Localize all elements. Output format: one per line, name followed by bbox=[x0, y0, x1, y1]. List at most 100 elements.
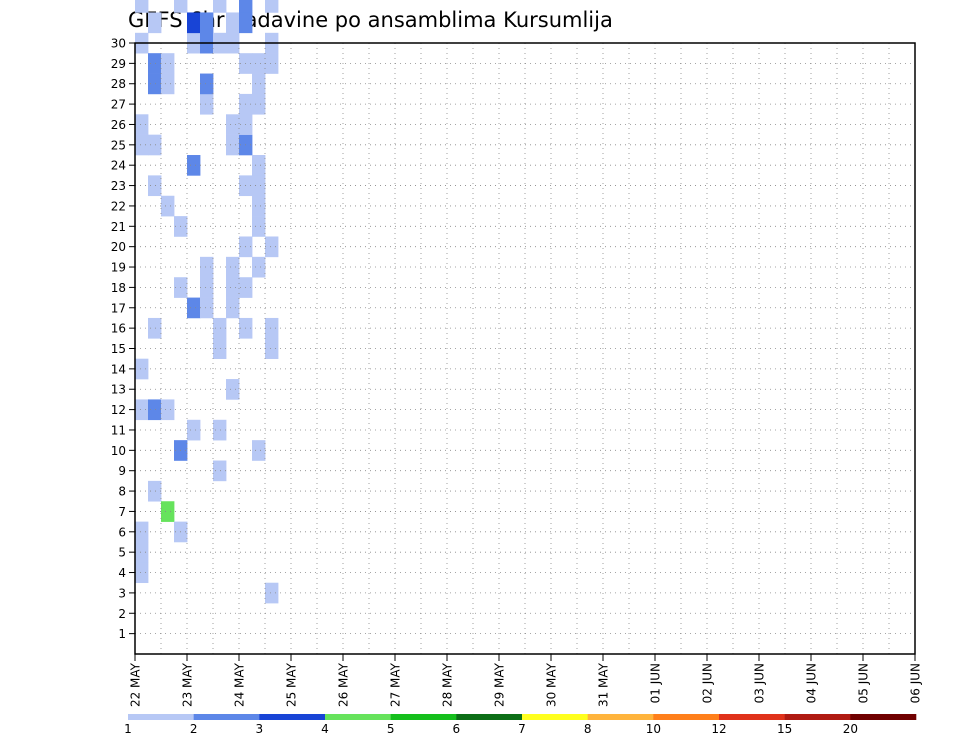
precip-cell bbox=[265, 317, 279, 339]
y-tick-label: 14 bbox=[111, 362, 126, 376]
precip-cell bbox=[148, 134, 162, 156]
precip-cell bbox=[161, 53, 175, 74]
precip-cell bbox=[226, 114, 240, 135]
precip-cell bbox=[239, 12, 253, 34]
grid-lines bbox=[135, 42, 915, 654]
precip-cell bbox=[187, 419, 201, 441]
precip-cell bbox=[239, 0, 253, 13]
precip-cell bbox=[213, 317, 227, 339]
precip-cell bbox=[148, 53, 162, 74]
precip-cell bbox=[135, 358, 149, 380]
y-tick-label: 28 bbox=[111, 77, 126, 91]
precip-cell bbox=[252, 155, 266, 176]
precip-cell bbox=[252, 53, 266, 74]
colorbar-segment bbox=[390, 714, 457, 720]
y-tick-label: 3 bbox=[118, 586, 126, 600]
x-tick-label: 03 JUN bbox=[753, 663, 767, 703]
precip-cell bbox=[200, 73, 214, 95]
x-tick-label: 26 MAY bbox=[337, 662, 351, 707]
y-tick-label: 11 bbox=[111, 423, 126, 437]
precip-cell bbox=[226, 134, 240, 156]
precip-cell bbox=[213, 419, 227, 441]
precip-cell bbox=[135, 521, 149, 543]
precip-cell bbox=[265, 236, 279, 258]
precip-cell bbox=[148, 317, 162, 339]
colorbar-label: 4 bbox=[321, 722, 329, 736]
plot-area: 1234567891011121314151617181920212223242… bbox=[111, 0, 923, 707]
y-tick-label: 7 bbox=[118, 505, 126, 519]
y-tick-label: 30 bbox=[111, 37, 126, 51]
precip-cell bbox=[187, 155, 201, 176]
precip-cell bbox=[161, 195, 175, 217]
x-tick-label: 24 MAY bbox=[233, 662, 247, 707]
precip-cell bbox=[200, 12, 214, 34]
colorbar-label: 20 bbox=[843, 722, 858, 736]
colorbar-segment bbox=[719, 714, 785, 720]
precip-cell bbox=[148, 480, 162, 502]
precip-cell bbox=[252, 256, 266, 278]
x-tick-label: 30 MAY bbox=[545, 662, 559, 707]
precip-cell bbox=[135, 134, 149, 156]
y-tick-label: 10 bbox=[111, 444, 126, 458]
precip-cell bbox=[187, 297, 201, 319]
y-tick-label: 2 bbox=[118, 607, 126, 621]
colorbar-label: 10 bbox=[646, 722, 661, 736]
precip-cell bbox=[252, 440, 266, 461]
precip-cell bbox=[148, 73, 162, 95]
colorbar-label: 1 bbox=[124, 722, 132, 736]
precip-cell bbox=[135, 399, 149, 421]
x-tick-label: 02 JUN bbox=[701, 663, 715, 703]
x-tick-label: 29 MAY bbox=[493, 662, 507, 707]
y-tick-label: 13 bbox=[111, 383, 126, 397]
precip-cell bbox=[200, 256, 214, 278]
precip-cell bbox=[161, 399, 175, 421]
x-tick-label: 05 JUN bbox=[857, 663, 871, 703]
precip-cell bbox=[213, 338, 227, 359]
x-tick-label: 31 MAY bbox=[597, 662, 611, 707]
colorbar-label: 15 bbox=[777, 722, 792, 736]
precip-cell bbox=[265, 582, 279, 604]
precip-cell bbox=[135, 562, 149, 584]
y-tick-label: 18 bbox=[111, 281, 126, 295]
y-tick-label: 23 bbox=[111, 179, 126, 193]
colorbar-segment bbox=[456, 714, 523, 720]
y-tick-label: 16 bbox=[111, 322, 126, 336]
precip-cells bbox=[135, 0, 279, 604]
precip-cell bbox=[265, 338, 279, 359]
y-tick-label: 26 bbox=[111, 118, 126, 132]
y-tick-label: 8 bbox=[118, 485, 126, 499]
y-tick-label: 21 bbox=[111, 220, 126, 234]
colorbar-segment bbox=[193, 714, 260, 720]
y-tick-label: 5 bbox=[118, 546, 126, 560]
x-tick-label: 27 MAY bbox=[389, 662, 403, 707]
precip-cell bbox=[213, 460, 227, 482]
colorbar-segment bbox=[850, 714, 917, 720]
precip-cell bbox=[265, 53, 279, 74]
precip-cell bbox=[226, 297, 240, 319]
y-tick-label: 4 bbox=[118, 566, 126, 580]
y-tick-label: 24 bbox=[111, 159, 126, 173]
y-tick-label: 12 bbox=[111, 403, 126, 417]
precip-cell bbox=[135, 541, 149, 563]
x-tick-label: 01 JUN bbox=[649, 663, 663, 703]
precip-cell bbox=[252, 175, 266, 197]
precip-cell bbox=[213, 0, 227, 13]
precip-cell bbox=[226, 256, 240, 278]
colorbar-label: 5 bbox=[387, 722, 395, 736]
precip-cell bbox=[252, 73, 266, 95]
precip-cell bbox=[174, 0, 188, 13]
x-tick-label: 22 MAY bbox=[129, 662, 143, 707]
x-tick-label: 23 MAY bbox=[181, 662, 195, 707]
colorbar-segment bbox=[259, 714, 326, 720]
precip-cell bbox=[148, 399, 162, 421]
colorbar-segment bbox=[587, 714, 654, 720]
y-axis: 1234567891011121314151617181920212223242… bbox=[111, 37, 135, 641]
precip-cell bbox=[200, 93, 214, 115]
precip-cell bbox=[161, 501, 175, 522]
colorbar-label: 8 bbox=[584, 722, 592, 736]
colorbar-segment bbox=[784, 714, 851, 720]
precip-cell bbox=[226, 379, 240, 400]
x-axis: 22 MAY 23 MAY 24 MAY 25 MAY 26 MAY 27 MAY 28 M… bbox=[129, 654, 923, 707]
colorbar-segment bbox=[128, 714, 194, 720]
